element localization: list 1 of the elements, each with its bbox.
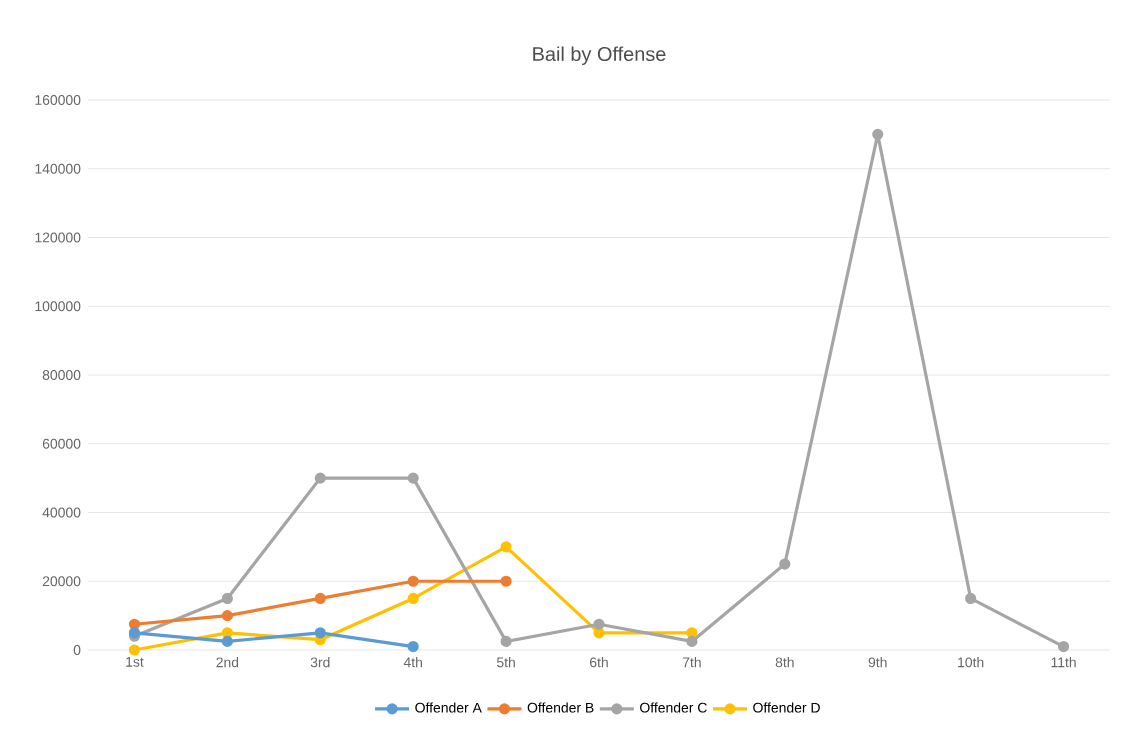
chart-title: Bail by Offense (533, 46, 666, 65)
